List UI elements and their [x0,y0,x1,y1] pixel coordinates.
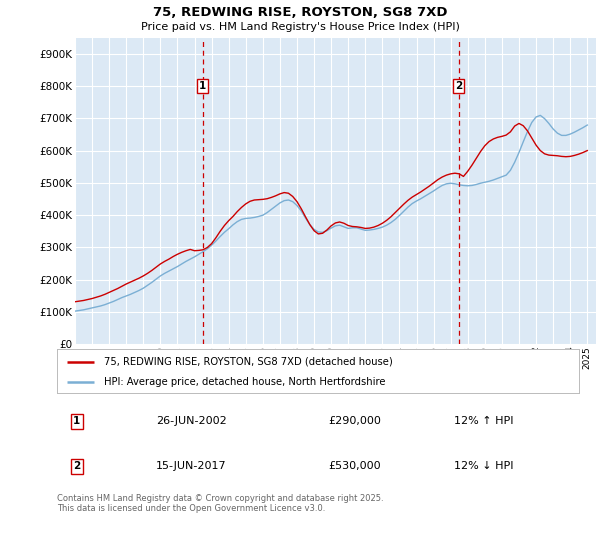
Text: 15-JUN-2017: 15-JUN-2017 [156,461,227,472]
Text: 1: 1 [199,81,206,91]
Text: 75, REDWING RISE, ROYSTON, SG8 7XD (detached house): 75, REDWING RISE, ROYSTON, SG8 7XD (deta… [104,357,393,367]
Text: 75, REDWING RISE, ROYSTON, SG8 7XD: 75, REDWING RISE, ROYSTON, SG8 7XD [153,6,447,18]
Text: HPI: Average price, detached house, North Hertfordshire: HPI: Average price, detached house, Nort… [104,377,385,387]
Text: 26-JUN-2002: 26-JUN-2002 [156,416,227,426]
Text: £530,000: £530,000 [328,461,381,472]
Text: £290,000: £290,000 [328,416,382,426]
Text: 12% ↓ HPI: 12% ↓ HPI [454,461,513,472]
Text: Price paid vs. HM Land Registry's House Price Index (HPI): Price paid vs. HM Land Registry's House … [140,22,460,32]
Text: 2: 2 [455,81,462,91]
Text: 1: 1 [73,416,80,426]
Text: 2: 2 [73,461,80,472]
Text: 12% ↑ HPI: 12% ↑ HPI [454,416,513,426]
Text: Contains HM Land Registry data © Crown copyright and database right 2025.
This d: Contains HM Land Registry data © Crown c… [57,494,383,514]
